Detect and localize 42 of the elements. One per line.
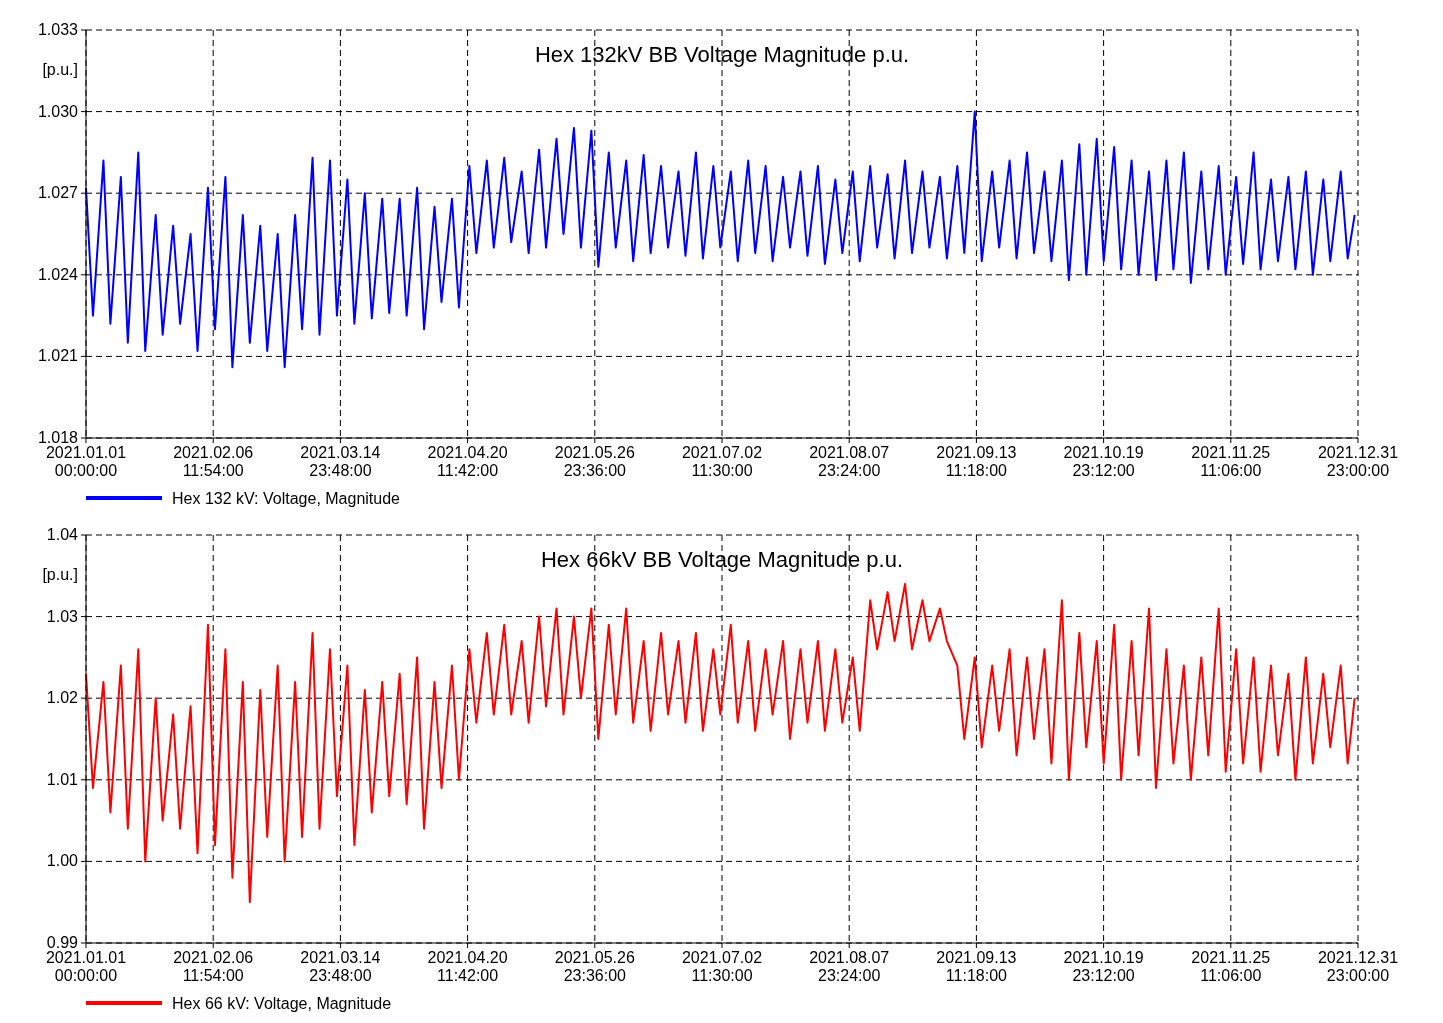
x-tick-label: 2021.02.06 11:54:00 [173, 949, 254, 984]
y-tick-label: 1.024 [37, 265, 79, 283]
x-tick-label: 2021.03.14 23:48:00 [300, 444, 381, 479]
y-tick-label: 1.018 [37, 429, 79, 446]
y-axis-title: [p.u.] [42, 61, 78, 78]
x-tick-label: 2021.05.26 23:36:00 [554, 949, 635, 984]
line-series [85, 110, 1356, 369]
y-tick-label: 1.030 [37, 102, 79, 120]
x-tick-label: 2021.11.25 11:06:00 [1191, 949, 1271, 984]
y-tick-label: 1.04 [46, 526, 79, 543]
y-tick-label: 1.02 [46, 689, 79, 707]
x-tick-label: 2021.07.02 11:30:00 [681, 444, 763, 479]
x-tick-label: 2021.12.31 23:00:00 [1317, 444, 1399, 479]
x-tick-label: 2021.04.20 11:42:00 [427, 949, 508, 984]
x-tick-label: 2021.09.13 11:18:00 [936, 949, 1017, 984]
y-tick-label: 1.033 [37, 21, 79, 38]
legend-label: Hex 132 kV: Voltage, Magnitude [172, 490, 401, 507]
x-tick-label: 2021.07.02 11:30:00 [681, 949, 763, 984]
x-tick-label: 2021.03.14 23:48:00 [300, 949, 381, 984]
y-tick-label: 1.03 [46, 607, 79, 625]
x-tick-label: 2021.10.19 23:12:00 [1063, 949, 1144, 984]
x-tick-label: 2021.08.07 23:24:00 [809, 444, 890, 479]
y-axis-title: [p.u.] [42, 566, 78, 583]
legend-label: Hex 66 kV: Voltage, Magnitude [172, 995, 392, 1012]
x-tick-label: 2021.09.13 11:18:00 [936, 444, 1017, 479]
x-tick-label: 2021.10.19 23:12:00 [1063, 444, 1144, 479]
y-tick-label: 1.021 [37, 347, 79, 365]
line-series [85, 582, 1356, 904]
x-tick-label: 2021.02.06 11:54:00 [173, 444, 254, 479]
text: Hex 66kV BB Voltage Magnitude p.u. [540, 547, 904, 572]
x-tick-label: 2021.01.01 00:00:00 [45, 444, 127, 479]
y-tick-label: 0.99 [46, 934, 79, 951]
x-tick-label: 2021.05.26 23:36:00 [554, 444, 635, 479]
y-tick-label: 1.00 [46, 852, 79, 870]
y-tick-label: 1.027 [37, 184, 79, 202]
x-tick-label: 2021.12.31 23:00:00 [1317, 949, 1399, 984]
x-tick-label: 2021.01.01 00:00:00 [45, 949, 127, 984]
x-tick-label: 2021.11.25 11:06:00 [1191, 444, 1271, 479]
text: Hex 132kV BB Voltage Magnitude p.u. [534, 42, 910, 67]
y-tick-label: 1.01 [46, 770, 79, 788]
x-tick-label: 2021.04.20 11:42:00 [427, 444, 508, 479]
x-tick-label: 2021.08.07 23:24:00 [809, 949, 890, 984]
